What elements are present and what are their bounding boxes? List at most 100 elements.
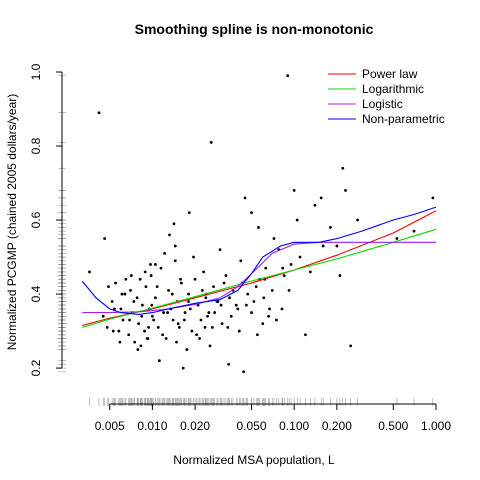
data-point <box>196 303 200 307</box>
data-point <box>219 303 223 307</box>
data-point <box>175 340 178 344</box>
data-point <box>215 300 219 303</box>
data-point <box>128 318 131 322</box>
data-point <box>132 300 136 303</box>
data-point <box>156 325 160 329</box>
x-tick-label: 0.010 <box>137 419 167 433</box>
x-axis: 0.005 0.010 0.020 0.050 0.100 0.200 0.500 1.000 <box>95 403 451 433</box>
data-point <box>298 255 302 259</box>
data-point <box>208 344 212 348</box>
data-point <box>192 255 195 259</box>
data-point <box>267 314 271 318</box>
data-point <box>272 237 276 240</box>
data-point <box>304 333 307 337</box>
x-axis-label: Normalized MSA population, L <box>173 453 335 467</box>
data-point <box>356 218 360 222</box>
data-point <box>227 362 231 366</box>
data-point <box>229 314 233 318</box>
data-point <box>138 277 142 281</box>
curve-logarithmic <box>82 228 437 328</box>
data-point <box>292 189 296 192</box>
legend-label: Non-parametric <box>362 112 445 126</box>
y-axis-label: Normalized PCGMP (chained 2005 dollars/y… <box>5 94 19 351</box>
data-point <box>246 292 250 296</box>
data-point <box>117 329 121 333</box>
data-point <box>295 218 299 222</box>
data-point <box>146 337 150 340</box>
data-point <box>161 333 164 337</box>
x-tick-label: 0.020 <box>180 419 210 433</box>
data-point <box>164 337 168 340</box>
data-point <box>289 263 293 266</box>
data-point <box>159 266 163 270</box>
data-point <box>257 226 260 229</box>
data-point <box>185 348 189 351</box>
data-point <box>209 140 213 144</box>
data-point <box>211 325 214 329</box>
data-point <box>254 285 258 289</box>
data-point <box>228 296 231 300</box>
data-point <box>143 270 147 274</box>
data-point <box>282 274 286 277</box>
data-point <box>153 263 157 266</box>
data-point <box>200 288 204 292</box>
data-point <box>136 348 140 351</box>
data-point <box>321 244 325 248</box>
data-point <box>152 318 156 322</box>
data-point <box>139 344 143 348</box>
data-point <box>176 322 180 326</box>
data-points <box>88 74 435 374</box>
data-point <box>187 211 191 215</box>
data-point <box>286 74 290 78</box>
data-point <box>203 325 207 329</box>
data-point <box>129 274 133 277</box>
data-point <box>204 296 208 300</box>
data-point <box>250 211 253 215</box>
data-point <box>268 307 271 311</box>
data-point <box>226 325 230 329</box>
x-tick-label: 0.200 <box>322 419 352 433</box>
data-point <box>153 296 157 300</box>
data-point <box>224 274 228 277</box>
data-point <box>188 307 192 311</box>
data-point <box>166 311 169 314</box>
data-point <box>182 318 186 322</box>
data-point <box>183 311 187 314</box>
data-point <box>250 311 253 314</box>
data-point <box>207 311 211 314</box>
data-point <box>140 303 144 307</box>
data-point <box>412 229 416 233</box>
x-rug <box>89 398 434 406</box>
data-point <box>270 288 274 292</box>
data-point <box>157 359 161 363</box>
data-point <box>140 314 144 318</box>
data-point <box>187 300 190 303</box>
data-point <box>155 285 159 289</box>
data-point <box>103 237 106 240</box>
data-point <box>281 266 285 270</box>
data-point <box>243 196 247 200</box>
data-point <box>395 237 399 240</box>
curve-logistic <box>82 241 436 314</box>
data-point <box>171 318 175 322</box>
data-point <box>202 270 206 274</box>
y-tick-label: 0.8 <box>29 137 43 154</box>
data-point <box>118 340 122 344</box>
y-tick-label: 0.6 <box>29 211 43 228</box>
legend-label: Logistic <box>362 97 403 111</box>
data-point <box>101 314 105 318</box>
x-tick-label: 0.005 <box>95 419 125 433</box>
data-point <box>181 366 185 370</box>
data-point <box>313 203 317 207</box>
data-point <box>338 274 342 277</box>
y-tick-label: 0.4 <box>29 285 43 302</box>
data-point <box>114 281 117 285</box>
data-point <box>206 314 209 318</box>
y-tick-label: 1.0 <box>29 63 43 80</box>
data-point <box>198 337 201 340</box>
data-point <box>170 292 174 296</box>
data-point <box>110 300 114 303</box>
data-point <box>252 300 256 303</box>
data-point <box>220 322 224 326</box>
